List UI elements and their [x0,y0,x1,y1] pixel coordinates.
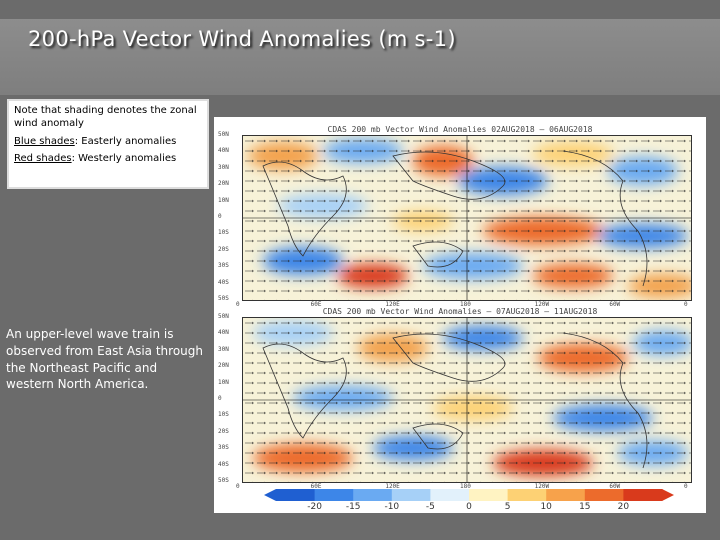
colorbar-tick-label: 15 [579,502,591,512]
colorbar-segment [391,489,431,501]
lat-label: 30S [218,262,229,270]
lon-label: 120W [534,483,550,490]
lat-label: 20S [218,427,229,435]
colorbar-tick-label: 20 [617,502,630,512]
lon-label: 60W [609,483,621,490]
colorbar-tick-label: -15 [345,502,361,512]
note-red-line: Red shades: Westerly anomalies [14,153,202,166]
lat-label: 10S [218,229,229,237]
lat-label: 50S [218,477,229,484]
lon-label: 0 [236,301,240,308]
lat-label: 50N [218,313,229,320]
lon-label: 120E [385,301,400,308]
colorbar-arrow-right [662,489,674,501]
colorbar-segment [314,489,354,501]
colorbar-segment [546,489,586,501]
lat-label: 20S [218,245,229,253]
lat-label: 40N [218,329,229,337]
lon-label: 180 [460,301,471,308]
colorbar-segment [276,489,316,501]
lat-label: 30S [218,444,229,452]
lat-label: 40S [218,278,229,286]
lat-label: 40N [218,147,229,155]
lat-label: 10N [218,378,229,386]
slide-title: 200-hPa Vector Wind Anomalies (m s-1) [28,27,456,51]
lat-label: 10N [218,196,229,204]
lon-label: 0 [236,483,240,490]
lat-label: 20N [218,180,229,188]
colorbar-arrow-left [264,489,276,501]
top-panel-map [242,135,692,301]
bottom-panel-title: CDAS 200 mb Vector Wind Anomalies — 07AU… [322,307,598,316]
lat-label: 30N [218,345,229,353]
colorbar-tick-label: 5 [504,502,511,512]
lon-label: 0 [684,301,688,308]
lon-label: 0 [684,483,688,490]
colorbar [264,489,674,501]
colorbar-segment [430,489,470,501]
lat-label: 50N [218,131,229,138]
lat-label: 20N [218,362,229,370]
colorbar-segment [469,489,509,501]
legend-note-box: Note that shading denotes the zonal wind… [7,99,209,189]
lat-label: 10S [218,411,229,419]
lon-label: 120E [385,483,400,490]
top-panel-title: CDAS 200 mb Vector Wind Anomalies 02AUG2… [327,125,593,134]
lon-label: 60E [310,483,322,490]
note-text: Note that shading denotes the zonal wind… [14,105,197,129]
colorbar-segment [623,489,663,501]
title-banner: 200-hPa Vector Wind Anomalies (m s-1) [0,19,720,95]
lon-label: 120W [534,301,550,308]
lat-label: 30N [218,163,229,171]
lat-label: 40S [218,460,229,468]
colorbar-tick-label: -20 [307,502,322,512]
lon-label: 60E [310,301,322,308]
colorbar-segment [584,489,624,501]
note-blue-line: Blue shades: Easterly anomalies [14,136,202,149]
blue-shades-text: : Easterly anomalies [74,135,177,147]
blue-shades-label: Blue shades [14,135,75,147]
lat-label: 50S [218,295,229,302]
description-text: An upper-level wave train is observed fr… [6,327,204,392]
colorbar-segment [507,489,547,501]
lon-label: 60W [609,301,621,308]
colorbar-segment [353,489,393,501]
wind-anomaly-figure: CDAS 200 mb Vector Wind Anomalies 02AUG2… [214,117,706,513]
red-shades-label: Red shades [14,153,72,165]
lat-label: 0 [218,395,222,402]
colorbar-tick-label: -10 [384,502,400,512]
bottom-panel-map [242,317,692,483]
lon-label: 180 [460,483,471,490]
red-shades-text: : Westerly anomalies [71,153,177,165]
lat-label: 0 [218,213,222,220]
colorbar-tick-label: 10 [540,502,552,512]
colorbar-tick-label: -5 [425,502,435,512]
colorbar-tick-label: 0 [466,502,472,512]
